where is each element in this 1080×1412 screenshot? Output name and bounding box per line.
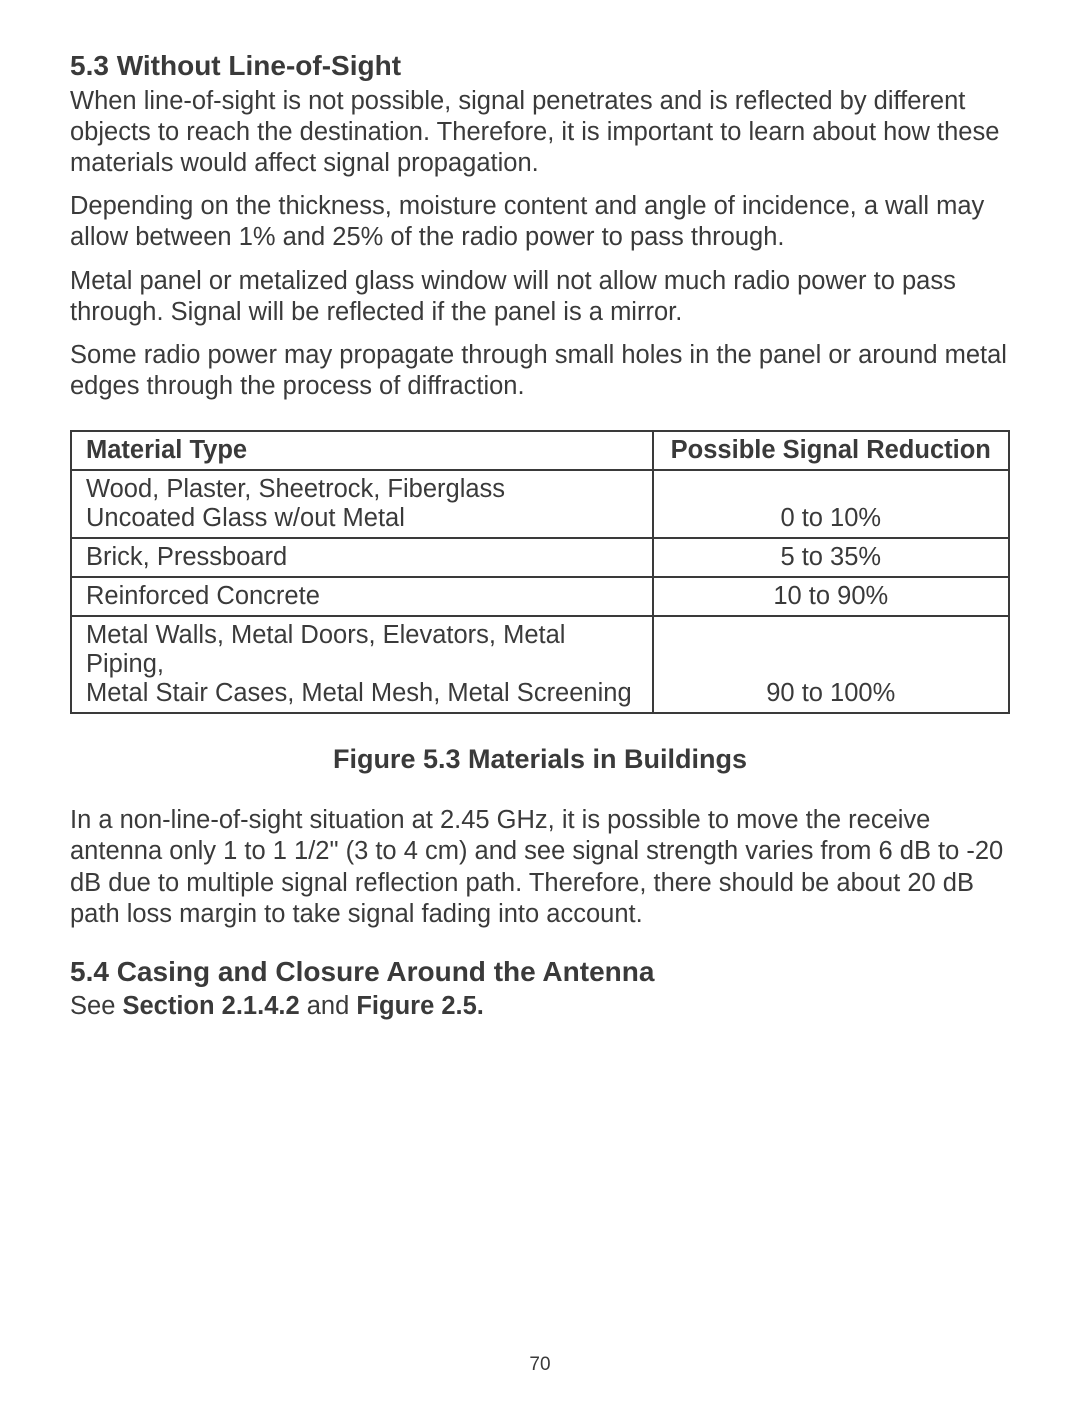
post-table-para: In a non-line-of-sight situation at 2.45…: [70, 805, 1010, 929]
para-3: Metal panel or metalized glass window wi…: [70, 266, 1010, 328]
section-5-4-reference: See Section 2.1.4.2 and Figure 2.5.: [70, 992, 1010, 1021]
cell-material: Wood, Plaster, Sheetrock, FiberglassUnco…: [71, 470, 653, 538]
cell-reduction: 90 to 100%: [653, 616, 1009, 713]
ref-mid: and: [300, 992, 357, 1020]
cell-reduction: 10 to 90%: [653, 577, 1009, 616]
ref-section-link: Section 2.1.4.2: [122, 992, 299, 1020]
table-row: Brick, Pressboard 5 to 35%: [71, 538, 1009, 577]
page-number: 70: [0, 1354, 1080, 1376]
section-5-3-heading: 5.3 Without Line-of-Sight: [70, 50, 1010, 82]
para-4: Some radio power may propagate through s…: [70, 340, 1010, 402]
cell-reduction: 5 to 35%: [653, 538, 1009, 577]
table-row: Metal Walls, Metal Doors, Elevators, Met…: [71, 616, 1009, 713]
figure-caption: Figure 5.3 Materials in Buildings: [70, 744, 1010, 775]
para-2: Depending on the thickness, moisture con…: [70, 191, 1010, 253]
table-row: Wood, Plaster, Sheetrock, FiberglassUnco…: [71, 470, 1009, 538]
table-header-row: Material Type Possible Signal Reduction: [71, 431, 1009, 470]
table-row: Reinforced Concrete 10 to 90%: [71, 577, 1009, 616]
header-material-type: Material Type: [71, 431, 653, 470]
ref-prefix: See: [70, 992, 122, 1020]
header-signal-reduction: Possible Signal Reduction: [653, 431, 1009, 470]
cell-material: Reinforced Concrete: [71, 577, 653, 616]
ref-figure-link: Figure 2.5.: [356, 992, 484, 1020]
cell-reduction: 0 to 10%: [653, 470, 1009, 538]
cell-material: Metal Walls, Metal Doors, Elevators, Met…: [71, 616, 653, 713]
page: 5.3 Without Line-of-Sight When line-of-s…: [0, 0, 1080, 1412]
materials-table: Material Type Possible Signal Reduction …: [70, 430, 1010, 714]
section-5-4-heading: 5.4 Casing and Closure Around the Antenn…: [70, 956, 1010, 988]
para-1: When line-of-sight is not possible, sign…: [70, 86, 1010, 179]
cell-material: Brick, Pressboard: [71, 538, 653, 577]
